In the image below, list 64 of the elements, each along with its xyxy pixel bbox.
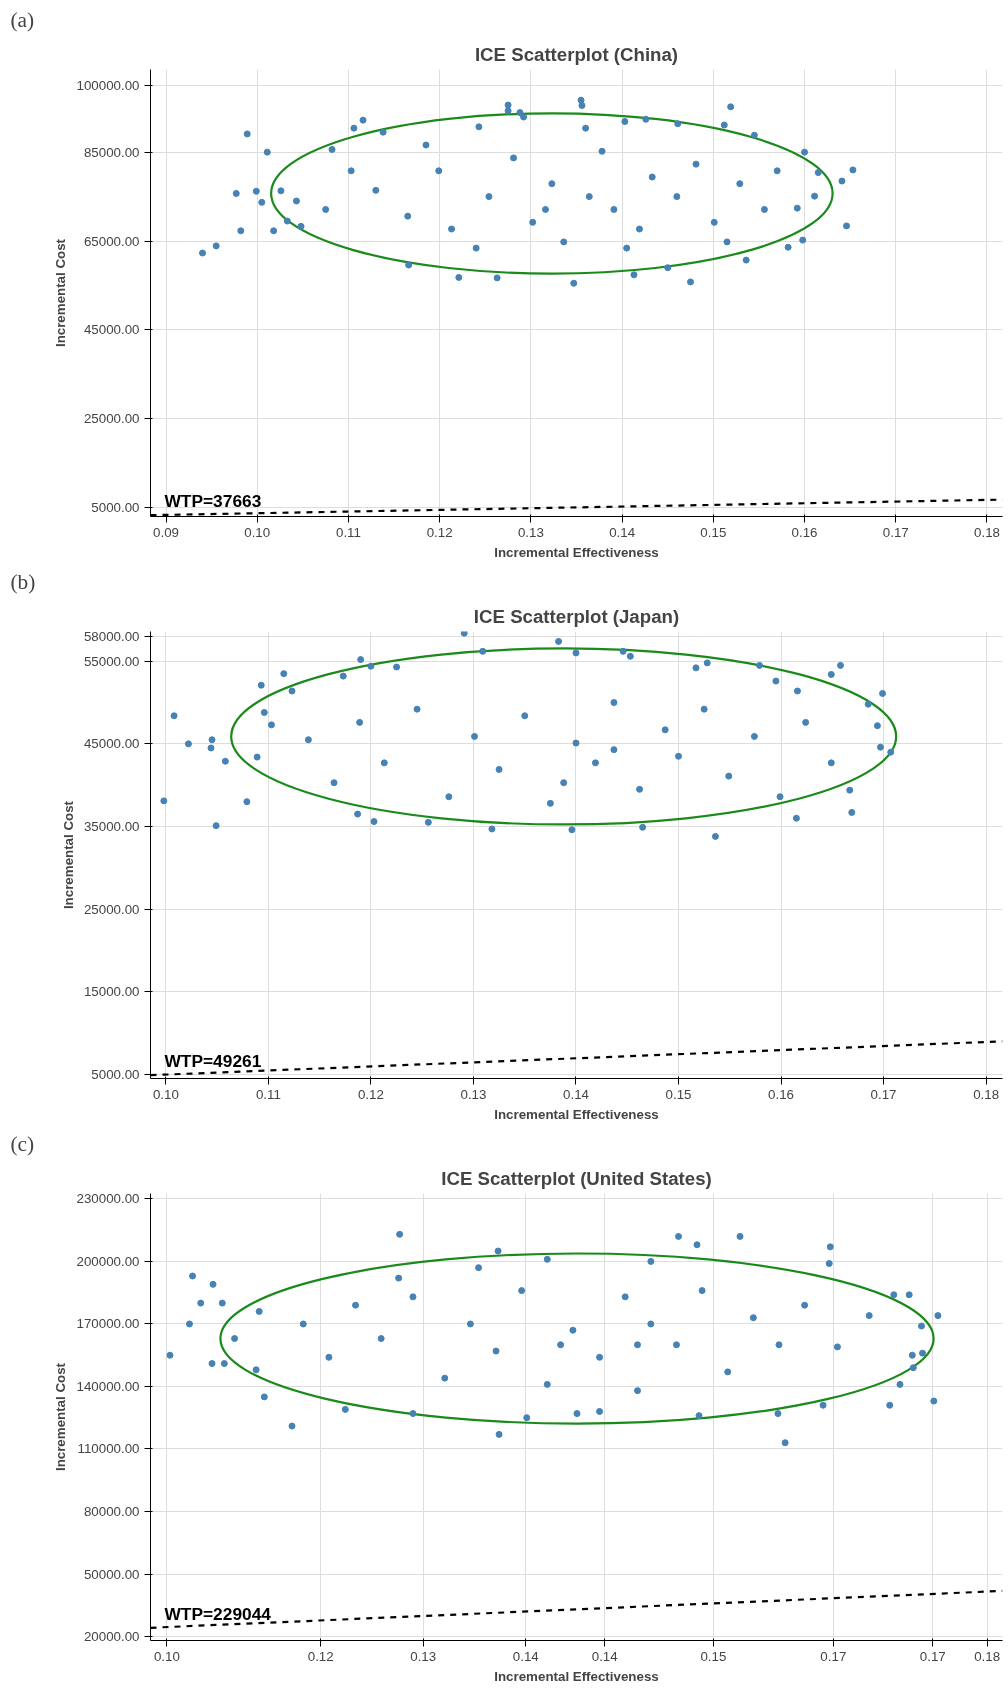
y-tick-label: 85000.00 bbox=[83, 144, 140, 160]
x-tick-label: 0.13 bbox=[410, 1648, 437, 1664]
x-tick-label: 0.11 bbox=[255, 1086, 281, 1102]
chart-title: ICE Scatterplot (Japan) bbox=[473, 605, 680, 627]
x-tick-label: 0.13 bbox=[517, 524, 544, 540]
x-tick-label: 0.16 bbox=[791, 524, 818, 540]
y-tick-label: 58000.00 bbox=[83, 628, 140, 644]
y-axis-title: Incremental Cost bbox=[53, 238, 69, 348]
y-tick-label: 200000.00 bbox=[76, 1253, 140, 1269]
x-tick-label: 0.17 bbox=[882, 524, 909, 540]
x-tick-label: 0.17 bbox=[870, 1086, 897, 1102]
y-tick-label: 25000.00 bbox=[83, 901, 140, 917]
x-tick-label: 0.14 bbox=[512, 1648, 540, 1664]
x-tick-label: 0.17 bbox=[919, 1648, 946, 1664]
x-tick-label: 0.13 bbox=[460, 1086, 487, 1102]
x-tick-label: 0.14 bbox=[609, 524, 636, 540]
y-tick-label: 5000.00 bbox=[91, 500, 140, 516]
y-tick-label: 230000.00 bbox=[76, 1191, 140, 1207]
y-tick-label: 45000.00 bbox=[83, 322, 140, 338]
series-label: WTP=37663 bbox=[164, 491, 262, 512]
x-tick-label: 0.10 bbox=[244, 524, 271, 540]
text: (b) bbox=[10, 569, 36, 594]
x-axis-title: Incremental Effectiveness bbox=[494, 1668, 659, 1684]
y-tick-label: 100000.00 bbox=[76, 78, 140, 93]
x-tick-label: 0.12 bbox=[357, 1086, 384, 1102]
y-tick-label: 20000.00 bbox=[83, 1629, 140, 1645]
x-tick-label: 0.17 bbox=[820, 1648, 847, 1664]
y-tick-label: 170000.00 bbox=[76, 1316, 140, 1332]
text: (a) bbox=[10, 7, 35, 32]
y-tick-label: 5000.00 bbox=[91, 1066, 140, 1082]
y-tick-label: 15000.00 bbox=[83, 984, 140, 1000]
x-tick-label: 0.15 bbox=[665, 1086, 692, 1102]
x-tick-label: 0.09 bbox=[153, 524, 179, 540]
x-tick-label: 0.10 bbox=[153, 1648, 180, 1664]
text: (c) bbox=[10, 1131, 35, 1156]
series-label: WTP=229044 bbox=[164, 1603, 272, 1624]
x-tick-label: 0.12 bbox=[426, 524, 453, 540]
x-tick-label: 0.12 bbox=[307, 1648, 334, 1664]
x-tick-label: 0.18 bbox=[973, 1086, 1000, 1102]
y-tick-label: 140000.00 bbox=[76, 1378, 140, 1394]
chart-title: ICE Scatterplot (United States) bbox=[441, 1167, 712, 1189]
x-tick-label: 0.11 bbox=[335, 524, 361, 540]
y-tick-label: 65000.00 bbox=[83, 233, 140, 249]
y-tick-label: 35000.00 bbox=[83, 818, 140, 834]
y-axis-title: Incremental Cost bbox=[60, 800, 76, 910]
y-axis-title: Incremental Cost bbox=[53, 1362, 69, 1472]
x-tick-label: 0.14 bbox=[591, 1648, 619, 1664]
x-tick-label: 0.18 bbox=[974, 524, 1000, 540]
y-tick-label: 50000.00 bbox=[83, 1566, 140, 1582]
x-tick-label: 0.15 bbox=[700, 524, 727, 540]
y-tick-label: 110000.00 bbox=[77, 1441, 140, 1457]
y-tick-label: 25000.00 bbox=[83, 411, 140, 427]
x-tick-label: 0.18 bbox=[974, 1648, 1001, 1664]
x-tick-label: 0.10 bbox=[152, 1086, 179, 1102]
x-axis-title: Incremental Effectiveness bbox=[494, 544, 659, 560]
y-tick-label: 55000.00 bbox=[83, 653, 140, 669]
y-tick-label: 45000.00 bbox=[83, 736, 140, 752]
series-label: WTP=49261 bbox=[164, 1051, 262, 1072]
y-tick-label: 80000.00 bbox=[83, 1504, 140, 1520]
x-tick-label: 0.16 bbox=[768, 1086, 795, 1102]
x-tick-label: 0.15 bbox=[700, 1648, 727, 1664]
chart-title: ICE Scatterplot (China) bbox=[474, 43, 679, 65]
x-axis-title: Incremental Effectiveness bbox=[494, 1106, 659, 1122]
x-tick-label: 0.14 bbox=[563, 1086, 590, 1102]
